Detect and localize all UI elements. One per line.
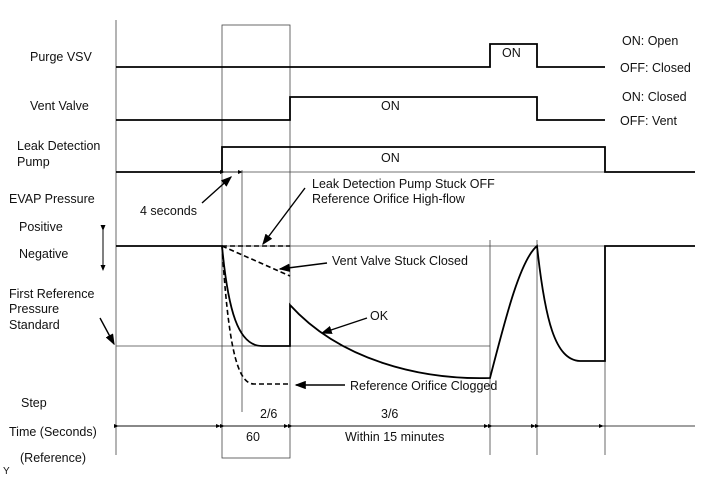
vent-valve-signal — [116, 96, 605, 121]
vent-legend-on: ON: Closed — [622, 90, 687, 104]
purge-vsv-label: Purge VSV — [30, 50, 93, 64]
positive-label: Positive — [19, 220, 63, 234]
vent-stuck-dashed — [221, 245, 291, 277]
purge-vsv-signal — [116, 43, 605, 68]
orifice-clogged-label: Reference Orifice Clogged — [350, 379, 497, 393]
reference-footer-label: (Reference) — [20, 451, 86, 465]
purge-on-label: ON — [502, 46, 521, 60]
step-label: Step — [21, 396, 47, 410]
negative-label: Negative — [19, 247, 68, 261]
orifice-clogged-dashed — [221, 245, 290, 385]
vent-valve-label: Vent Valve — [30, 99, 89, 113]
vent-legend-off: OFF: Vent — [620, 114, 677, 128]
vent-on-label: ON — [381, 99, 400, 113]
evap-label: EVAP Pressure — [9, 192, 95, 206]
step-2-label: 2/6 — [260, 407, 277, 421]
reference-label-3: Standard — [9, 318, 60, 332]
time-2-label: 60 — [246, 430, 260, 444]
pump-signal — [116, 146, 695, 173]
reference-label-2: Pressure — [9, 302, 59, 316]
ok-label: OK — [370, 309, 389, 323]
pump-stuck-label-1: Leak Detection Pump Stuck OFF — [312, 177, 495, 191]
pump-label-2: Pump — [17, 155, 50, 169]
purge-legend-off: OFF: Closed — [620, 61, 691, 75]
reference-arrow — [99, 317, 115, 346]
pump-on-label: ON — [381, 151, 400, 165]
pump-label-1: Leak Detection — [17, 139, 100, 153]
four-seconds-label: 4 seconds — [140, 204, 197, 218]
evap-pressure-ok-curve — [116, 244, 695, 380]
vent-stuck-label: Vent Valve Stuck Closed — [332, 254, 468, 268]
reference-label-1: First Reference — [9, 287, 94, 301]
pump-stuck-label-2: Reference Orifice High-flow — [312, 192, 466, 206]
corner-mark: Y — [3, 466, 10, 477]
step-3-label: 3/6 — [381, 407, 398, 421]
purge-legend-on: ON: Open — [622, 34, 678, 48]
time-label: Time (Seconds) — [9, 425, 97, 439]
time-3-label: Within 15 minutes — [345, 430, 444, 444]
